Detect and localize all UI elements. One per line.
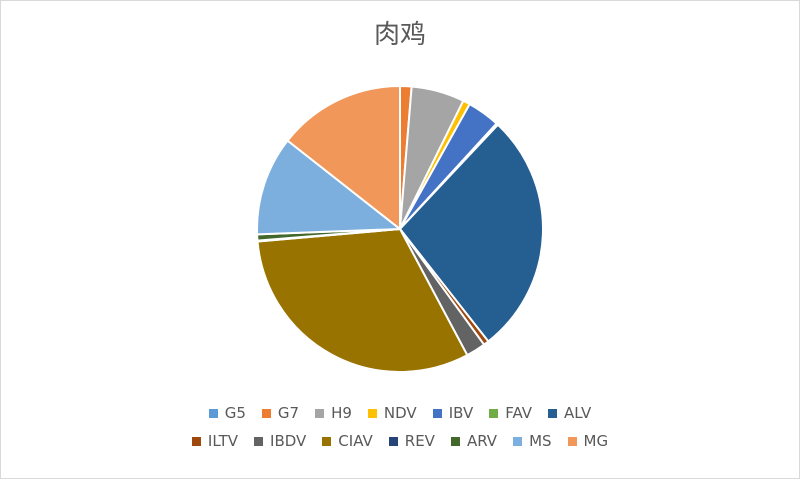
- legend-swatch: [261, 408, 271, 418]
- legend-item-g7: G7: [261, 404, 300, 422]
- legend-label: ILTV: [207, 432, 239, 450]
- legend-label: IBDV: [270, 432, 307, 450]
- legend-item-ibv: IBV: [432, 404, 474, 422]
- legend-item-arv: ARV: [450, 432, 498, 450]
- legend-label: ARV: [466, 432, 498, 450]
- legend-label: G7: [277, 404, 300, 422]
- legend-row: G5 G7 H9 NDV IBV FAV ALV: [208, 404, 591, 422]
- legend-item-fav: FAV: [489, 404, 532, 422]
- legend-item-mg: MG: [567, 432, 609, 450]
- legend-item-iltv: ILTV: [191, 432, 239, 450]
- legend-item-h9: H9: [315, 404, 352, 422]
- legend-label: NDV: [383, 404, 417, 422]
- legend-swatch: [322, 436, 332, 446]
- pie-slice-mg: [286, 85, 401, 230]
- legend-item-rev: REV: [388, 432, 435, 450]
- legend-swatch: [315, 408, 325, 418]
- pie-chart: [256, 85, 544, 373]
- legend-swatch: [548, 408, 558, 418]
- legend-item-alv: ALV: [548, 404, 591, 422]
- legend-swatch: [254, 436, 264, 446]
- pie-slice-alv: [399, 123, 544, 343]
- legend-item-ms: MS: [513, 432, 552, 450]
- legend-label: REV: [404, 432, 435, 450]
- legend-swatch: [208, 408, 218, 418]
- legend-label: FAV: [505, 404, 533, 422]
- legend-label: ALV: [564, 404, 592, 422]
- legend-item-ndv: NDV: [367, 404, 417, 422]
- legend-swatch: [367, 408, 377, 418]
- legend-label: H9: [331, 404, 352, 422]
- legend-label: CIAV: [338, 432, 373, 450]
- legend-item-g5: G5: [208, 404, 246, 422]
- legend-label: IBV: [448, 404, 474, 422]
- chart-title: 肉鸡: [373, 20, 426, 50]
- legend-swatch: [191, 436, 201, 446]
- legend-label: MS: [529, 432, 552, 450]
- legend-row: ILTV IBDV CIAV REV ARV MS MG: [191, 432, 609, 450]
- pie-slice-ciav: [256, 228, 469, 373]
- legend-swatch: [567, 436, 577, 446]
- legend-swatch: [388, 436, 398, 446]
- legend-swatch: [450, 436, 460, 446]
- legend-item-ibdv: IBDV: [254, 432, 306, 450]
- legend-item-ciav: CIAV: [322, 432, 373, 450]
- pie-slice-ms: [256, 139, 401, 236]
- legend-swatch: [489, 408, 499, 418]
- legend: G5 G7 H9 NDV IBV FAV ALV ILTV IBDV CIAV REV ARV MS M…: [0, 404, 800, 450]
- legend-label: G5: [224, 404, 246, 422]
- legend-swatch: [432, 408, 442, 418]
- legend-swatch: [513, 436, 523, 446]
- legend-label: MG: [583, 432, 609, 450]
